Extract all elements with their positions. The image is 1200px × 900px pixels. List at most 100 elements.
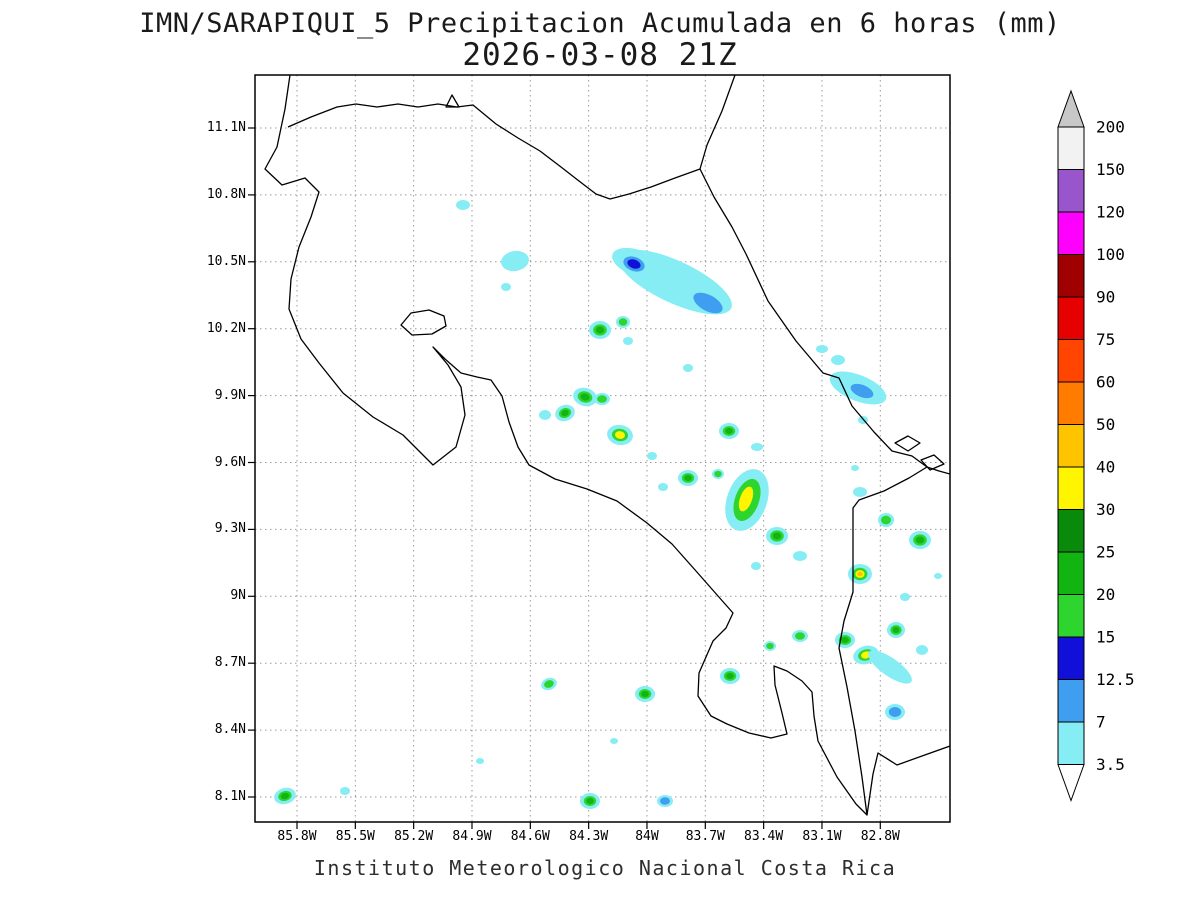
colorbar-label: 25 — [1096, 543, 1115, 562]
precip-blob — [881, 515, 891, 525]
precip-blob — [476, 758, 484, 764]
colorbar-label: 90 — [1096, 288, 1115, 307]
precip-blob — [795, 632, 805, 640]
precip-blob — [641, 690, 649, 698]
colorbar-band — [1057, 721, 1085, 765]
x-axis-label: 84.9W — [452, 829, 492, 844]
coastline-layer — [264, 75, 950, 816]
precip-blob — [660, 797, 670, 805]
colorbar-label: 12.5 — [1096, 670, 1135, 689]
precip-blob — [916, 645, 928, 655]
map-frame — [254, 74, 951, 823]
x-axis-label: 84.3W — [569, 829, 609, 844]
precip-blob — [280, 792, 290, 800]
colorbar-band — [1057, 466, 1085, 510]
precipitation-layer — [274, 200, 942, 809]
coastline-path — [287, 103, 701, 200]
y-axis-label: 11.1N — [206, 120, 246, 135]
chart-title: IMN/SARAPIQUI_5 Precipitacion Acumulada … — [139, 8, 1061, 39]
precip-blob — [841, 636, 849, 644]
colorbar-band — [1057, 636, 1085, 680]
colorbar-label: 60 — [1096, 373, 1115, 392]
y-axis-label: 10.5N — [206, 253, 246, 269]
map-plot — [248, 74, 951, 829]
precip-blob — [868, 650, 912, 684]
colorbar-band — [1057, 254, 1085, 298]
colorbar-label: 15 — [1096, 628, 1115, 647]
precip-blob — [618, 318, 628, 326]
precip-blob — [766, 642, 774, 650]
coastline-path — [699, 75, 950, 475]
coastline-path — [838, 466, 928, 816]
colorbar-band — [1057, 339, 1085, 383]
colorbar-band — [1057, 211, 1085, 255]
precip-blob — [888, 707, 902, 717]
precip-blob — [597, 395, 607, 403]
precip-blob — [714, 470, 722, 478]
colorbar-band — [1057, 594, 1085, 638]
precip-blob — [934, 573, 942, 579]
colorbar-label: 40 — [1096, 458, 1115, 477]
y-axis-label: 9.3N — [214, 521, 246, 537]
y-axis-label: 9.6N — [214, 454, 246, 470]
colorbar-label: 20 — [1096, 585, 1115, 604]
y-axis-label: 10.2N — [206, 320, 246, 336]
coastline-path — [264, 75, 950, 816]
x-axis-label: 84.6W — [510, 829, 550, 844]
colorbar-label: 100 — [1096, 245, 1125, 264]
x-axis-label: 84W — [635, 829, 659, 844]
precip-blob — [610, 738, 618, 744]
x-axis-label: 83.1W — [802, 829, 842, 844]
colorbar-band — [1057, 424, 1085, 468]
precip-blob — [501, 250, 529, 272]
x-axis-label: 83.4W — [744, 829, 784, 844]
colorbar-label: 3.5 — [1096, 755, 1125, 774]
precip-blob — [751, 443, 763, 451]
y-axis-label: 9N — [230, 588, 246, 604]
precip-blob — [683, 364, 693, 372]
precip-blob — [850, 383, 874, 399]
precip-blob — [751, 562, 761, 570]
colorbar-band — [1057, 679, 1085, 723]
precip-blob — [831, 355, 845, 365]
colorbar-below-arrow — [1057, 764, 1085, 802]
colorbar-band — [1057, 381, 1085, 425]
precip-blob — [539, 410, 551, 420]
precip-blob — [501, 283, 511, 291]
colorbar-label: 200 — [1096, 118, 1125, 137]
x-axis-label: 85.5W — [335, 829, 375, 844]
colorbar-band — [1057, 296, 1085, 340]
x-axis-label: 83.7W — [685, 829, 725, 844]
precip-blob — [816, 345, 828, 353]
lat-lon-gridlines — [255, 75, 950, 822]
precip-blob — [561, 409, 569, 417]
precip-blob — [857, 571, 863, 577]
colorbar: 200 150 120 100 90 75 60 50 40 30 25 20 15 12.5 7 3.5 — [1057, 89, 1135, 802]
y-axis-label: 8.1N — [214, 789, 246, 804]
precip-blob — [892, 626, 900, 634]
island-outline — [400, 309, 447, 336]
precip-blob — [623, 337, 633, 345]
island-outline — [920, 454, 945, 471]
precip-blob — [915, 536, 925, 544]
precip-blob — [900, 593, 910, 601]
precip-blob — [586, 797, 594, 805]
precip-blob — [647, 452, 657, 460]
y-axis-label: 10.8N — [206, 186, 246, 202]
precip-blob — [340, 787, 350, 795]
x-axis-label: 85.8W — [277, 829, 317, 844]
x-axis-label: 82.8W — [860, 829, 900, 844]
precip-blob — [627, 259, 641, 269]
colorbar-label: 30 — [1096, 500, 1115, 519]
precip-blob — [658, 483, 668, 491]
colorbar-label: 120 — [1096, 203, 1125, 222]
y-axis-label: 8.4N — [214, 722, 246, 738]
precip-blob — [772, 532, 782, 540]
precip-blob — [456, 200, 470, 210]
island-outline — [894, 435, 921, 452]
precip-blob — [693, 292, 723, 314]
precip-blob — [595, 326, 605, 334]
y-axis-label: 9.9N — [214, 387, 246, 403]
island-outline — [445, 94, 460, 108]
chart-subtitle: 2026-03-08 21Z — [462, 37, 738, 73]
